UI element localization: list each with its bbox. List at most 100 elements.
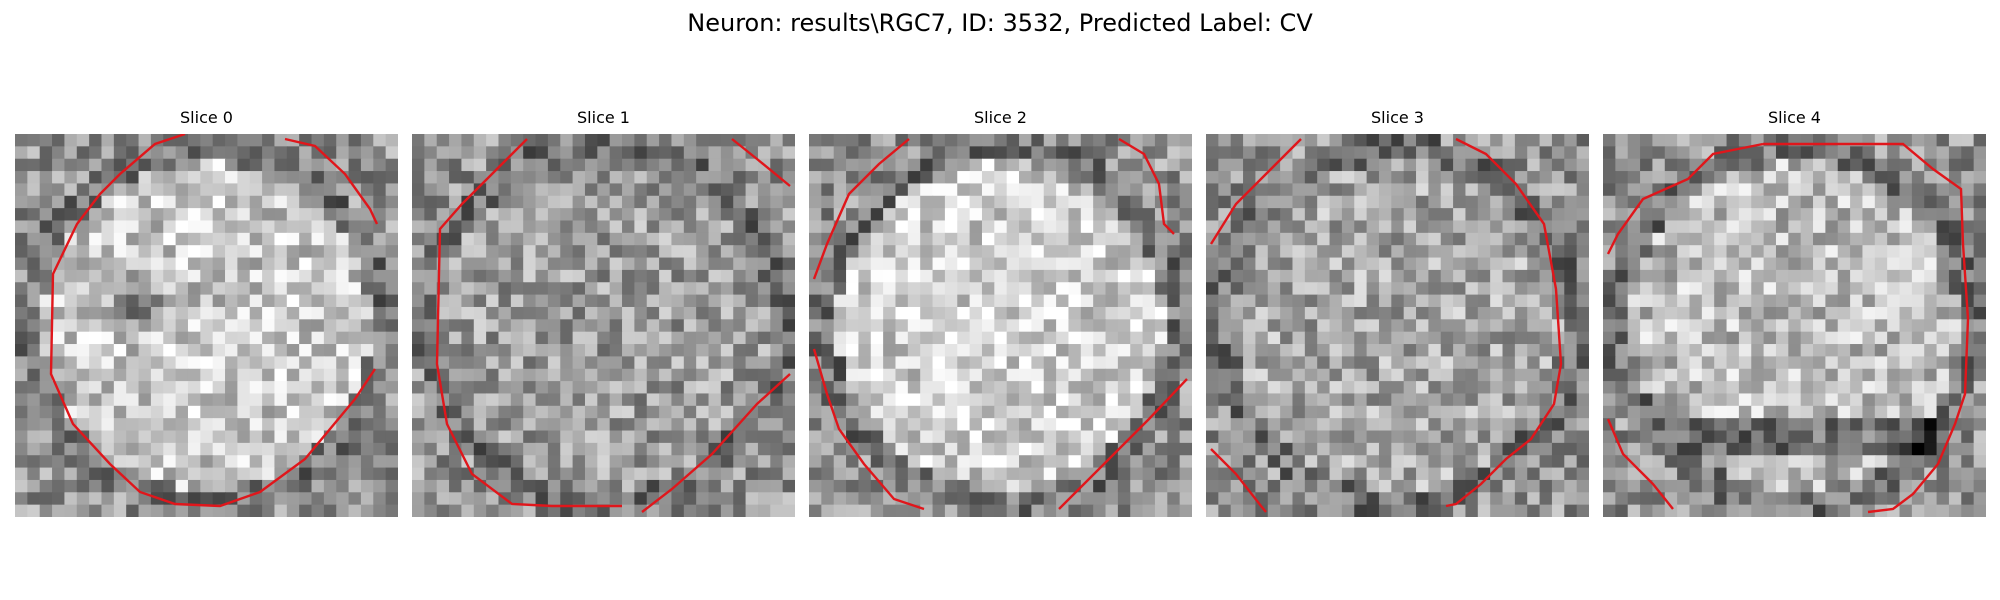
pixel bbox=[1329, 344, 1343, 357]
pixel bbox=[1117, 171, 1131, 185]
pixel bbox=[412, 368, 425, 382]
pixel bbox=[1788, 232, 1802, 246]
pixel bbox=[385, 455, 398, 469]
pixel bbox=[1763, 430, 1777, 444]
pixel bbox=[1551, 158, 1565, 172]
pixel bbox=[1267, 257, 1281, 271]
pixel bbox=[1788, 504, 1802, 517]
pixel bbox=[1056, 257, 1070, 271]
pixel bbox=[39, 319, 53, 333]
pixel bbox=[101, 405, 115, 419]
pixel bbox=[1403, 282, 1417, 296]
pixel bbox=[1564, 146, 1578, 160]
pixel bbox=[274, 171, 288, 185]
pixel bbox=[560, 405, 574, 419]
pixel bbox=[360, 171, 374, 185]
pixel bbox=[821, 195, 835, 209]
pixel bbox=[299, 492, 313, 506]
pixel bbox=[1936, 245, 1950, 259]
pixel bbox=[1117, 257, 1131, 271]
pixel bbox=[1453, 220, 1467, 234]
pixel bbox=[1788, 282, 1802, 296]
pixel bbox=[1068, 356, 1082, 370]
pixel bbox=[1056, 430, 1070, 444]
pixel bbox=[424, 368, 438, 382]
pixel bbox=[101, 479, 115, 493]
pixel bbox=[1304, 381, 1318, 395]
pixel bbox=[1117, 331, 1131, 345]
pixel bbox=[1714, 455, 1728, 469]
pixel bbox=[510, 430, 524, 444]
pixel bbox=[1490, 282, 1504, 296]
pixel bbox=[622, 479, 635, 493]
pixel bbox=[200, 220, 214, 234]
pixel bbox=[1465, 208, 1479, 222]
pixel bbox=[1243, 171, 1257, 185]
pixel bbox=[486, 158, 500, 172]
pixel bbox=[1576, 257, 1589, 271]
pixel bbox=[486, 171, 500, 185]
pixel bbox=[1800, 405, 1814, 419]
pixel bbox=[1317, 331, 1331, 345]
pixel bbox=[1627, 479, 1641, 493]
pixel bbox=[225, 220, 238, 234]
pixel bbox=[138, 442, 152, 456]
pixel bbox=[696, 331, 710, 345]
pixel bbox=[1440, 492, 1454, 506]
pixel bbox=[1056, 467, 1070, 481]
pixel bbox=[1117, 220, 1131, 234]
pixel bbox=[770, 331, 784, 345]
pixel bbox=[1502, 344, 1516, 357]
pixel bbox=[237, 479, 251, 493]
pixel bbox=[870, 319, 884, 333]
pixel bbox=[1267, 134, 1281, 147]
pixel bbox=[969, 134, 983, 147]
pixel bbox=[1924, 146, 1938, 160]
pixel bbox=[1664, 381, 1678, 395]
pixel bbox=[1267, 282, 1281, 296]
pixel bbox=[486, 504, 500, 517]
pixel bbox=[1899, 393, 1913, 407]
pixel bbox=[1775, 269, 1789, 283]
pixel bbox=[994, 294, 1008, 308]
pixel bbox=[1255, 134, 1269, 147]
pixel bbox=[1477, 319, 1491, 333]
pixel bbox=[1701, 442, 1715, 456]
pixel bbox=[870, 356, 884, 370]
pixel bbox=[385, 393, 398, 407]
pixel bbox=[994, 171, 1008, 185]
pixel bbox=[1551, 405, 1565, 419]
pixel bbox=[486, 282, 500, 296]
pixel bbox=[1341, 381, 1355, 395]
pixel bbox=[1862, 208, 1876, 222]
pixel bbox=[348, 504, 362, 517]
pixel bbox=[1948, 294, 1962, 308]
pixel bbox=[981, 393, 995, 407]
pixel bbox=[1800, 245, 1814, 259]
pixel bbox=[1738, 381, 1752, 395]
pixel bbox=[101, 368, 115, 382]
pixel bbox=[1142, 282, 1156, 296]
pixel bbox=[1652, 504, 1666, 517]
pixel bbox=[486, 405, 500, 419]
pixel bbox=[597, 344, 611, 357]
pixel bbox=[1329, 306, 1343, 320]
pixel bbox=[1080, 381, 1094, 395]
pixel bbox=[1800, 344, 1814, 357]
pixel bbox=[1304, 344, 1318, 357]
pixel bbox=[1652, 381, 1666, 395]
pixel bbox=[870, 405, 884, 419]
pixel bbox=[622, 183, 635, 197]
pixel bbox=[1874, 183, 1888, 197]
pixel bbox=[560, 467, 574, 481]
pixel bbox=[15, 455, 28, 469]
pixel bbox=[1218, 344, 1232, 357]
pixel bbox=[1490, 356, 1504, 370]
pixel bbox=[683, 232, 697, 246]
pixel bbox=[1378, 319, 1392, 333]
pixel bbox=[597, 504, 611, 517]
pixel bbox=[1701, 418, 1715, 432]
pixel bbox=[957, 442, 971, 456]
pixel bbox=[1775, 171, 1789, 185]
pixel bbox=[1664, 331, 1678, 345]
